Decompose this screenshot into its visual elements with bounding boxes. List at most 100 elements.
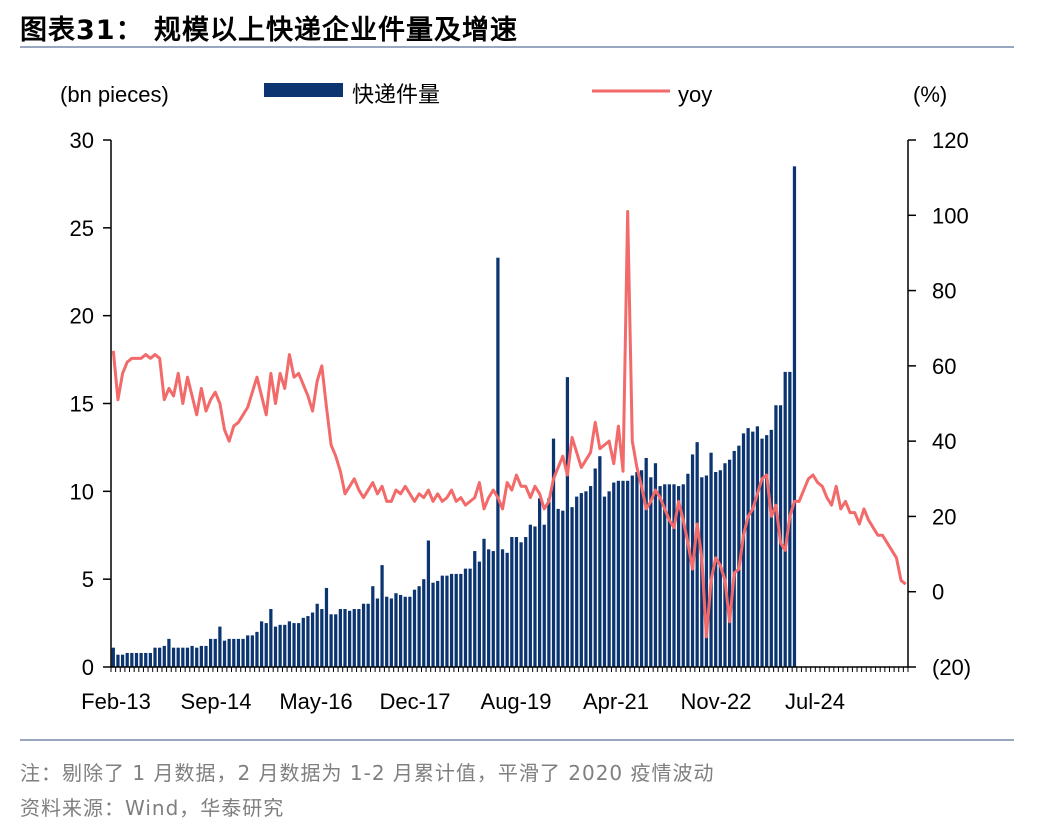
- bar: [338, 609, 342, 667]
- chart: 快递件量 yoy (bn pieces) (%) 0 5 10 15 20 25 30 (20)…: [60, 82, 972, 714]
- bar: [630, 475, 634, 667]
- right-tick-label: 120: [932, 128, 969, 153]
- bar: [723, 463, 727, 667]
- bar: [385, 596, 389, 667]
- right-unit-label: (%): [913, 82, 947, 107]
- bar: [686, 473, 690, 667]
- x-tick-label: Sep-14: [181, 689, 252, 714]
- bar: [459, 573, 463, 667]
- bar: [751, 431, 755, 667]
- bar: [324, 587, 329, 667]
- left-unit-label: (bn pieces): [60, 82, 169, 107]
- bar: [741, 433, 746, 667]
- bar: [570, 507, 574, 667]
- bar: [334, 614, 338, 667]
- bar: [269, 609, 273, 667]
- left-tick-label: 30: [70, 128, 94, 153]
- bar: [162, 645, 166, 667]
- legend-bar-swatch: [264, 83, 343, 97]
- bar: [449, 573, 454, 667]
- bar: [727, 459, 732, 667]
- x-tick-label: Apr-21: [583, 689, 649, 714]
- bar: [301, 617, 305, 667]
- axes: 0 5 10 15 20 25 30 (20) 0 20 40 60 80 100 120 Feb-13 Sep…: [70, 128, 972, 714]
- bar: [556, 508, 560, 667]
- bar: [612, 482, 616, 667]
- left-tick-label: 15: [70, 392, 94, 417]
- bar: [366, 603, 370, 667]
- bar: [593, 468, 597, 667]
- bar: [514, 537, 519, 667]
- bar: [227, 638, 231, 667]
- x-tick-label: Feb-13: [81, 689, 151, 714]
- bar: [436, 580, 440, 667]
- bar: [714, 472, 718, 667]
- bar: [616, 480, 621, 667]
- bar: [667, 484, 671, 667]
- left-tick-label: 10: [70, 479, 94, 504]
- bar: [704, 475, 709, 667]
- right-tick-label: (20): [932, 655, 971, 680]
- bar: [755, 426, 760, 667]
- bar: [297, 623, 301, 667]
- bar: [259, 621, 264, 667]
- bar: [561, 510, 565, 667]
- bar: [695, 442, 699, 667]
- page-title: 图表31： 规模以上快递企业件量及增速: [20, 15, 518, 46]
- bar: [431, 582, 435, 667]
- bar: [783, 371, 787, 667]
- bar: [236, 638, 241, 667]
- bar: [398, 594, 403, 667]
- bar: [639, 470, 644, 667]
- bar: [732, 450, 736, 667]
- bar: [111, 647, 115, 667]
- bar: [607, 491, 611, 667]
- bar: [519, 542, 523, 667]
- bar: [500, 549, 505, 667]
- bar: [598, 456, 602, 667]
- bar: [496, 257, 500, 667]
- bar: [412, 589, 417, 667]
- bar: [292, 623, 296, 667]
- bar: [579, 493, 583, 667]
- bar: [565, 377, 570, 667]
- bar: [626, 480, 630, 667]
- bar: [264, 623, 268, 667]
- bar: [663, 484, 667, 667]
- x-tick-label: Aug-19: [481, 689, 552, 714]
- bar: [329, 614, 333, 667]
- bar: [658, 486, 662, 667]
- left-tick-label: 0: [82, 655, 94, 680]
- legend-bar-label: 快递件量: [352, 82, 440, 107]
- bar: [250, 635, 254, 667]
- bar: [222, 640, 227, 667]
- bar: [125, 652, 129, 667]
- bar: [283, 624, 287, 667]
- bar: [171, 647, 176, 667]
- right-tick-label: 20: [932, 504, 956, 529]
- bar: [389, 598, 393, 667]
- bar: [357, 609, 361, 667]
- bar: [144, 652, 148, 667]
- bar: [547, 498, 551, 667]
- bar: [417, 586, 421, 667]
- x-tick-label: May-16: [279, 689, 352, 714]
- bar: [408, 596, 412, 667]
- bar: [542, 524, 546, 667]
- bar: [195, 647, 199, 667]
- bar: [524, 537, 528, 667]
- bar: [769, 429, 773, 667]
- bar: [134, 652, 139, 667]
- title-divider: [20, 46, 1014, 48]
- bar: [167, 638, 171, 667]
- bar: [677, 486, 681, 667]
- bar: [477, 561, 481, 667]
- footer-divider: [20, 739, 1014, 741]
- bar: [653, 463, 658, 667]
- bar: [306, 616, 310, 667]
- bar: [120, 654, 125, 667]
- bar: [473, 551, 477, 667]
- yoy-line: [111, 210, 907, 639]
- bar: [681, 484, 685, 667]
- bar: [505, 552, 509, 667]
